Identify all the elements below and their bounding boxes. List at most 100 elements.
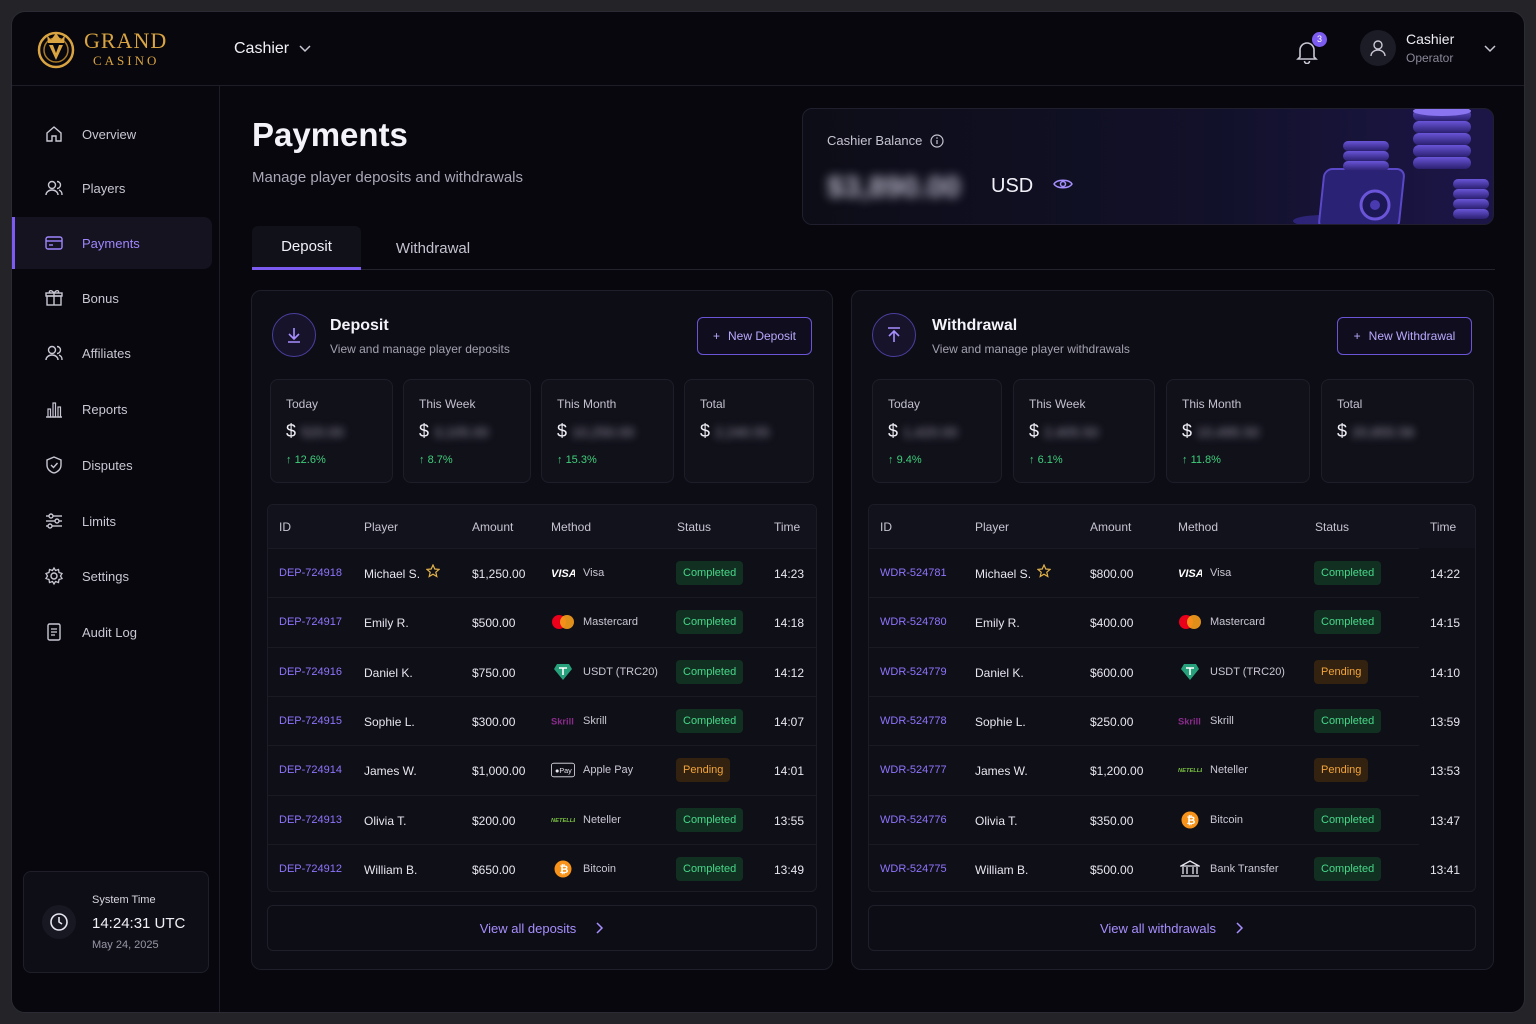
player-name: Emily R.	[975, 616, 1020, 631]
table-row[interactable]: WDR-524779 Daniel K. $600.00 USDT (TRC20) Pe…	[869, 646, 1460, 696]
bank-logo-icon	[1178, 858, 1202, 880]
new-deposit-button[interactable]: + New Deposit	[697, 317, 812, 355]
sidebar-item-audit-log[interactable]: Audit Log	[12, 606, 212, 658]
stat-card: Today $ 520.00 ↑ 12.6%	[270, 379, 393, 483]
table-row[interactable]: WDR-524780 Emily R. $400.00 Mastercard Compl…	[869, 597, 1460, 646]
payment-method: Skrill Skrill	[1178, 710, 1234, 732]
arrow-up-icon: ↑	[1182, 454, 1191, 466]
tab-deposit[interactable]: Deposit	[252, 226, 361, 270]
method-label: Skrill	[583, 714, 607, 727]
table-row[interactable]: DEP-724914 James W. $1,000.00 ●Pay Apple Pay…	[268, 745, 816, 794]
user-menu[interactable]: Cashier Operator	[1360, 30, 1454, 66]
page-title: Payments	[252, 116, 408, 153]
top-bar: GRAND CASINO Cashier 3 Cashier Operator	[12, 12, 1524, 86]
plus-icon: +	[1353, 329, 1361, 343]
method-label: Bitcoin	[583, 862, 617, 875]
transaction-id[interactable]: DEP-724916	[279, 665, 342, 678]
visa-logo-icon: VISA	[1178, 562, 1202, 584]
shield-icon	[46, 456, 62, 474]
payment-method: Skrill Skrill	[551, 710, 607, 732]
table-row[interactable]: WDR-524776 Olivia T. $350.00 ₿ Bitcoin Comple…	[869, 794, 1460, 844]
table-row[interactable]: DEP-724916 Daniel K. $750.00 USDT (TRC20) Co…	[268, 646, 816, 696]
users-icon	[45, 180, 63, 196]
transaction-id[interactable]: WDR-524776	[880, 813, 947, 826]
payment-method: ₿ Bitcoin	[551, 858, 616, 880]
transaction-id[interactable]: WDR-524777	[880, 764, 947, 777]
transaction-id[interactable]: DEP-724912	[279, 862, 342, 875]
payment-method: VISA Visa	[1178, 562, 1231, 584]
time: 14:23	[774, 567, 805, 581]
transaction-id[interactable]: WDR-524778	[880, 714, 947, 727]
stat-currency: $	[1029, 421, 1040, 441]
transaction-id[interactable]: WDR-524775	[880, 862, 947, 875]
table-row[interactable]: WDR-524781 Michael S. $800.00 VISA Visa Compl…	[869, 548, 1460, 597]
avatar	[1360, 30, 1396, 66]
column-header: Player	[364, 520, 399, 534]
sidebar-item-limits[interactable]: Limits	[12, 495, 212, 547]
sidebar-item-reports[interactable]: Reports	[12, 383, 212, 435]
view-all-deposits-button[interactable]: View all deposits	[267, 905, 817, 951]
new-withdrawal-button[interactable]: + New Withdrawal	[1337, 317, 1472, 355]
sidebar-item-affiliates[interactable]: Affiliates	[12, 327, 212, 379]
table-row[interactable]: WDR-524775 William B. $500.00 Bank Transfer…	[869, 843, 1460, 891]
chevron-down-icon	[299, 45, 311, 53]
svg-text:NETELLER: NETELLER	[1178, 768, 1202, 774]
skrill-logo-icon: Skrill	[551, 710, 575, 732]
status-badge: Completed	[676, 856, 744, 881]
bell-icon[interactable]	[1296, 40, 1318, 64]
chevron-down-icon[interactable]	[1484, 45, 1496, 53]
time: 13:49	[774, 862, 805, 877]
sidebar-item-overview[interactable]: Overview	[12, 108, 212, 160]
transaction-id[interactable]: DEP-724917	[279, 616, 342, 629]
plus-icon: +	[712, 329, 720, 343]
method-label: Visa	[583, 567, 605, 579]
sidebar-item-label: Audit Log	[82, 624, 137, 640]
sidebar-item-disputes[interactable]: Disputes	[12, 439, 212, 491]
svg-text:Skrill: Skrill	[551, 716, 574, 726]
transaction-id[interactable]: DEP-724913	[279, 813, 342, 826]
table-row[interactable]: DEP-724915 Sophie L. $300.00 Skrill Skrill Co…	[268, 695, 816, 745]
stat-value: 10,250.00	[572, 424, 635, 440]
sidebar-item-settings[interactable]: Settings	[12, 550, 212, 602]
eye-icon[interactable]	[1053, 177, 1073, 191]
sidebar-item-players[interactable]: Players	[12, 162, 212, 214]
player-name: Daniel K.	[364, 665, 413, 680]
tab-withdrawal[interactable]: Withdrawal	[395, 239, 471, 257]
time: 13:53	[1430, 764, 1461, 779]
transaction-id[interactable]: WDR-524780	[880, 616, 947, 629]
table-row[interactable]: DEP-724917 Emily R. $500.00 Mastercard Compl…	[268, 597, 816, 646]
chevron-right-icon	[596, 922, 604, 934]
transaction-id[interactable]: DEP-724915	[279, 714, 342, 727]
player-name: Emily R.	[364, 616, 409, 631]
info-icon[interactable]	[930, 133, 944, 148]
stat-label: This Week	[419, 397, 476, 411]
stat-card: This Week $ 2,405.50 ↑ 6.1%	[1013, 379, 1155, 483]
table-row[interactable]: DEP-724912 William B. $650.00 ₿ Bitcoin Compl…	[268, 843, 816, 891]
role-dropdown[interactable]: Cashier	[234, 40, 311, 58]
table-header: ID Player Amount Method Status Time	[869, 505, 1475, 548]
amount: $1,250.00	[472, 567, 526, 581]
withdrawal-title: Withdrawal	[932, 317, 1018, 334]
upload-icon	[872, 313, 916, 357]
withdrawals-table: ID Player Amount Method Status Time WDR-…	[868, 504, 1476, 892]
stat-change-value: 9.4%	[896, 454, 922, 466]
status-badge: Completed	[676, 659, 744, 684]
table-row[interactable]: DEP-724918 Michael S. $1,250.00 VISA Visa Com…	[268, 548, 816, 597]
transaction-id[interactable]: WDR-524779	[880, 665, 947, 678]
sidebar-item-bonus[interactable]: Bonus	[12, 272, 212, 324]
table-row[interactable]: WDR-524777 James W. $1,200.00 NETELLER Netel…	[869, 745, 1460, 794]
transaction-id[interactable]: DEP-724918	[279, 567, 342, 579]
status-badge: Completed	[1314, 807, 1382, 832]
brand-logo[interactable]: GRAND CASINO	[34, 26, 167, 70]
usdt-logo-icon	[1178, 661, 1202, 683]
transaction-id[interactable]: WDR-524781	[880, 567, 947, 579]
table-row[interactable]: DEP-724913 Olivia T. $200.00 NETELLER Netell…	[268, 794, 816, 844]
sidebar-item-payments[interactable]: Payments	[12, 217, 212, 269]
stat-label: This Month	[557, 397, 617, 411]
sidebar-item-label: Reports	[82, 401, 128, 417]
payment-method: Mastercard	[1178, 611, 1265, 633]
table-row[interactable]: WDR-524778 Sophie L. $250.00 Skrill Skrill Co…	[869, 695, 1460, 745]
view-all-withdrawals-button[interactable]: View all withdrawals	[868, 905, 1476, 951]
transaction-id[interactable]: DEP-724914	[279, 764, 342, 777]
stat-label: Today	[286, 397, 319, 411]
